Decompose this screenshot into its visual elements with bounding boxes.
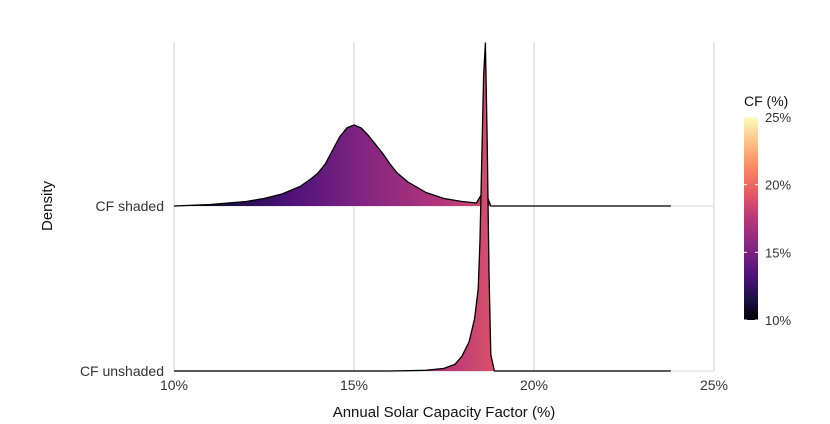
x-axis-ticks: 10% 15% 20% 25%	[160, 377, 728, 393]
legend-title: CF (%)	[744, 93, 788, 109]
legend-ticks: 10% 15% 20% 25%	[744, 110, 791, 328]
ridge-fill	[174, 43, 671, 371]
legend-tick-label: 10%	[765, 313, 791, 328]
legend-colorbar	[744, 117, 758, 320]
legend-tick-label: 25%	[765, 110, 791, 125]
legend-tick-label: 20%	[765, 178, 791, 193]
y-axis-categories: CF unshaded CF shaded	[80, 198, 164, 379]
x-tick-label: 20%	[520, 377, 548, 393]
x-tick-label: 15%	[340, 377, 368, 393]
legend-tick-label: 15%	[765, 245, 791, 260]
ridge-fill	[174, 116, 671, 206]
y-category-label: CF unshaded	[80, 363, 164, 379]
y-category-label: CF shaded	[96, 198, 164, 214]
x-tick-label: 25%	[700, 377, 728, 393]
density-ridges	[173, 42, 671, 372]
color-legend: CF (%) 10% 15% 20% 25%	[744, 93, 791, 328]
x-tick-label: 10%	[160, 377, 188, 393]
x-axis-title: Annual Solar Capacity Factor (%)	[333, 404, 556, 421]
ridge-outline	[174, 42, 671, 372]
y-axis-title: Density	[39, 180, 56, 231]
